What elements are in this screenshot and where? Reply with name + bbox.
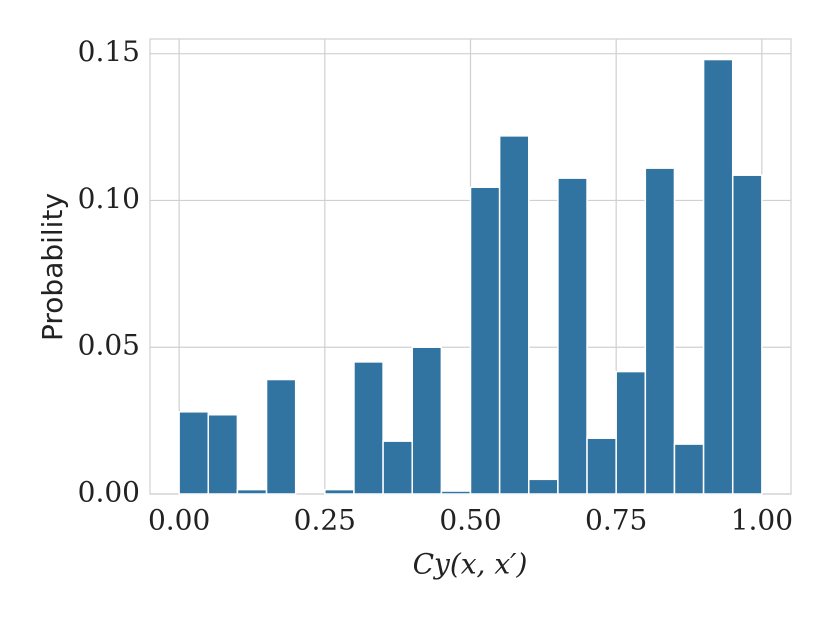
bar bbox=[236, 488, 268, 495]
bar bbox=[673, 443, 705, 495]
bar bbox=[586, 437, 617, 495]
x-tick-label: 0.50 bbox=[439, 504, 501, 537]
x-tick-label: 0.00 bbox=[148, 504, 210, 537]
bar bbox=[615, 370, 647, 495]
x-tick-label: 1.00 bbox=[731, 504, 793, 537]
bar bbox=[498, 135, 530, 495]
bar bbox=[731, 174, 763, 495]
bar bbox=[353, 361, 384, 495]
bar bbox=[411, 346, 443, 495]
bar bbox=[178, 411, 210, 495]
bar bbox=[440, 490, 472, 495]
bar bbox=[324, 488, 355, 495]
bar bbox=[528, 478, 559, 495]
y-tick-label: 0.00 bbox=[78, 476, 140, 509]
x-tick-label: 0.25 bbox=[294, 504, 356, 537]
bar bbox=[382, 440, 413, 495]
x-tick-label: 0.75 bbox=[585, 504, 647, 537]
y-tick-label: 0.15 bbox=[78, 35, 140, 68]
bar bbox=[265, 378, 297, 495]
y-axis-label: Probability bbox=[36, 193, 69, 341]
bar bbox=[702, 58, 734, 495]
x-axis-label: Cy(x, x′) bbox=[413, 548, 528, 581]
bar bbox=[469, 186, 501, 495]
bar bbox=[207, 413, 239, 495]
bar bbox=[644, 167, 676, 495]
y-tick-label: 0.05 bbox=[78, 329, 140, 362]
y-tick-label: 0.10 bbox=[78, 182, 140, 215]
bar bbox=[557, 177, 588, 495]
